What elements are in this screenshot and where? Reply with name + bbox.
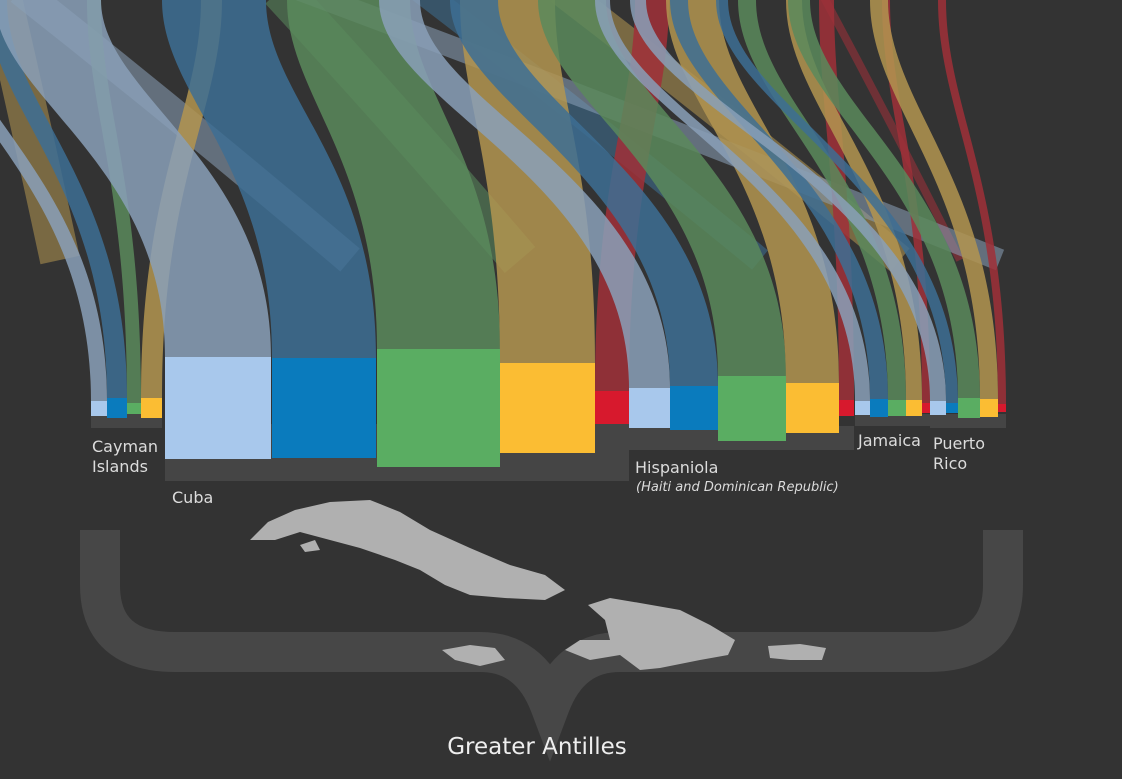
square bbox=[958, 398, 980, 418]
square bbox=[629, 388, 670, 428]
square bbox=[91, 401, 107, 416]
square bbox=[946, 403, 958, 413]
footer-title: Greater Antilles bbox=[447, 734, 627, 760]
jamaica-shape bbox=[442, 645, 505, 666]
square bbox=[670, 386, 718, 430]
ribbon bbox=[0, 119, 107, 401]
puerto-rico-shape bbox=[768, 644, 826, 660]
ribbon bbox=[460, 0, 595, 363]
square bbox=[922, 403, 930, 413]
ribbon bbox=[820, 0, 964, 262]
square bbox=[998, 404, 1006, 412]
ribbon bbox=[379, 0, 670, 388]
square bbox=[377, 349, 500, 467]
square bbox=[500, 363, 595, 453]
square bbox=[906, 400, 922, 416]
ribbon bbox=[786, 0, 922, 400]
square bbox=[855, 401, 870, 415]
square bbox=[786, 383, 839, 433]
cuba-shape bbox=[250, 500, 565, 600]
cuba-label: Cuba bbox=[172, 488, 213, 507]
ribbon bbox=[595, 0, 870, 401]
square bbox=[141, 398, 162, 418]
ribbon bbox=[670, 0, 888, 399]
ribbon bbox=[870, 0, 998, 399]
square bbox=[930, 401, 946, 415]
ribbon bbox=[716, 0, 958, 403]
square bbox=[718, 376, 786, 441]
square bbox=[595, 391, 629, 424]
square bbox=[107, 398, 127, 418]
brace bbox=[80, 530, 1023, 762]
ribbon bbox=[538, 0, 786, 376]
ribbon bbox=[938, 0, 1006, 404]
ribbon bbox=[287, 0, 500, 349]
isle-shape bbox=[300, 540, 320, 552]
square bbox=[888, 400, 906, 416]
ribbon bbox=[0, 0, 271, 357]
squares bbox=[91, 349, 1006, 467]
hispaniola-shape bbox=[565, 598, 735, 670]
labels: Cayman Islands Cuba Hispaniola (Haiti and… bbox=[92, 431, 985, 760]
square bbox=[870, 399, 888, 417]
ribbon bbox=[0, 0, 127, 398]
square bbox=[165, 357, 271, 459]
jamaica-label: Jamaica bbox=[857, 431, 921, 450]
ribbon bbox=[788, 0, 980, 398]
ribbon bbox=[882, 0, 930, 403]
square bbox=[272, 358, 376, 458]
map bbox=[250, 500, 826, 670]
puerto-rico-label: Puerto Rico bbox=[933, 434, 985, 473]
ribbon bbox=[630, 0, 946, 401]
hispaniola-note: (Haiti and Dominican Republic) bbox=[636, 480, 839, 495]
hispaniola-label: Hispaniola bbox=[635, 458, 718, 477]
square bbox=[980, 399, 998, 417]
cayman-label: Cayman Islands bbox=[92, 437, 158, 476]
square bbox=[127, 403, 141, 414]
ribbon bbox=[162, 0, 376, 358]
ribbon bbox=[450, 0, 718, 386]
square bbox=[839, 400, 854, 416]
puerto-rico-base bbox=[930, 414, 1006, 428]
ribbons bbox=[0, 0, 1006, 404]
